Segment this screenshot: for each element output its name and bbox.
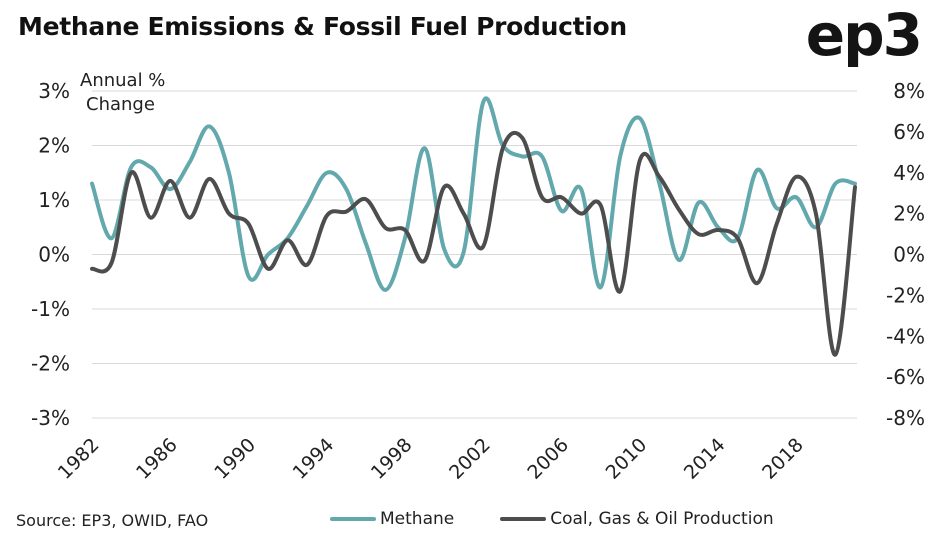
series-lines xyxy=(90,96,857,357)
x-tick-label: 2018 xyxy=(758,434,808,484)
left-y-tick-label: -2% xyxy=(31,352,70,376)
right-y-axis-ticks: 8% 6% 4% 2% 0% -2% -4% -6% -8% xyxy=(886,79,925,430)
right-y-tick-label: 8% xyxy=(893,79,925,103)
x-tick-label: 1986 xyxy=(132,434,182,484)
right-y-tick-label: 4% xyxy=(893,161,925,185)
methane-line xyxy=(90,96,857,292)
left-y-tick-label: 2% xyxy=(38,134,70,158)
x-tick-label: 1998 xyxy=(367,434,417,484)
x-tick-label: 2002 xyxy=(445,434,495,484)
ep3-logo: ep3 xyxy=(805,1,923,69)
y-axis-annotation-line-2: Change xyxy=(86,94,155,115)
legend-swatch-fossil xyxy=(500,517,547,521)
x-tick-label: 2006 xyxy=(523,434,573,484)
x-tick-label: 1982 xyxy=(54,434,104,484)
left-y-tick-label: 3% xyxy=(38,79,70,103)
left-y-tick-label: 0% xyxy=(38,243,70,267)
fossil-fuel-production-line xyxy=(90,130,857,357)
left-y-tick-label: -3% xyxy=(31,406,70,430)
left-y-tick-label: 1% xyxy=(38,188,70,212)
source-note: Source: EP3, OWID, FAO xyxy=(16,511,209,530)
x-tick-label: 2010 xyxy=(602,434,652,484)
x-tick-label: 1990 xyxy=(210,434,260,484)
right-y-tick-label: 6% xyxy=(893,120,925,144)
right-y-tick-label: -2% xyxy=(886,283,925,307)
legend-item-fossil: Coal, Gas & Oil Production xyxy=(500,509,774,529)
chart-title: Methane Emissions & Fossil Fuel Producti… xyxy=(18,12,627,41)
right-y-tick-label: 0% xyxy=(893,243,925,267)
x-tick-label: 2014 xyxy=(680,434,730,484)
right-y-tick-label: -6% xyxy=(886,365,925,389)
left-y-tick-label: -1% xyxy=(31,297,70,321)
legend: Methane Coal, Gas & Oil Production xyxy=(330,509,820,529)
legend-label-methane: Methane xyxy=(380,509,455,529)
right-y-tick-label: 2% xyxy=(893,202,925,226)
legend-label-fossil: Coal, Gas & Oil Production xyxy=(550,509,774,529)
legend-item-methane: Methane xyxy=(330,509,454,529)
left-y-axis-ticks: 3% 2% 1% 0% -1% -2% -3% xyxy=(31,79,70,430)
x-tick-label: 1994 xyxy=(289,434,339,484)
y-axis-annotation-line-1: Annual % xyxy=(80,70,165,91)
right-y-tick-label: -8% xyxy=(886,406,925,430)
x-axis-ticks: 1982 1986 1990 1994 1998 2002 2006 2010 2014 2018 xyxy=(54,434,808,484)
right-y-tick-label: -4% xyxy=(886,324,925,348)
gridlines xyxy=(92,90,857,419)
legend-swatch-methane xyxy=(330,517,376,521)
